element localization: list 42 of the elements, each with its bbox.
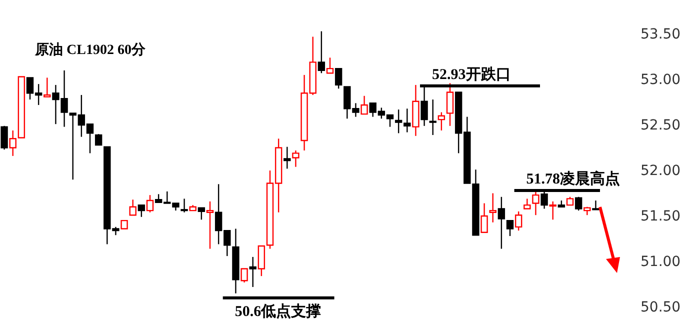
candlestick <box>0 125 8 150</box>
candlestick <box>446 82 454 127</box>
candlestick <box>524 198 531 210</box>
candlestick <box>129 199 136 216</box>
candlestick <box>292 150 300 168</box>
candlestick <box>480 202 488 233</box>
candlestick <box>514 210 522 232</box>
candlestick <box>94 134 102 146</box>
candlestick <box>206 200 214 250</box>
candlestick <box>198 207 206 220</box>
candlestick <box>506 220 514 237</box>
candlestick <box>574 196 582 212</box>
y-tick-label: 52.50 <box>640 118 681 134</box>
ref-line-label: 52.93开跌口 <box>432 66 511 83</box>
candlestick <box>284 146 291 170</box>
y-tick-label: 51.50 <box>640 208 681 224</box>
candlestick <box>498 196 506 250</box>
candlestick <box>360 95 368 115</box>
y-tick-label: 52.00 <box>640 163 681 179</box>
candlestick <box>438 112 446 132</box>
candlestick <box>258 245 266 277</box>
candlestick <box>549 200 556 220</box>
ref-line-label: 51.78凌晨高点 <box>526 170 620 188</box>
candlestick <box>326 57 334 74</box>
candlestick <box>592 200 600 210</box>
candlestick <box>146 194 154 213</box>
y-tick-label: 50.50 <box>640 300 681 316</box>
candlestick <box>532 190 540 216</box>
y-tick-label: 53.00 <box>640 72 681 88</box>
y-tick-label: 51.00 <box>640 254 681 270</box>
candlestick <box>489 192 496 223</box>
text: 原油 CL1902 60分 <box>34 42 146 58</box>
candlestick <box>429 98 436 136</box>
candlestick <box>180 198 188 213</box>
candlestick <box>44 77 51 98</box>
candlestick <box>318 30 326 74</box>
candlestick <box>138 204 146 218</box>
candlestick <box>249 256 256 288</box>
y-tick-label: 53.50 <box>640 26 681 42</box>
candlestick <box>240 268 248 284</box>
ref-line-label: 50.6低点支撑 <box>234 302 322 320</box>
candlestick <box>334 68 342 90</box>
